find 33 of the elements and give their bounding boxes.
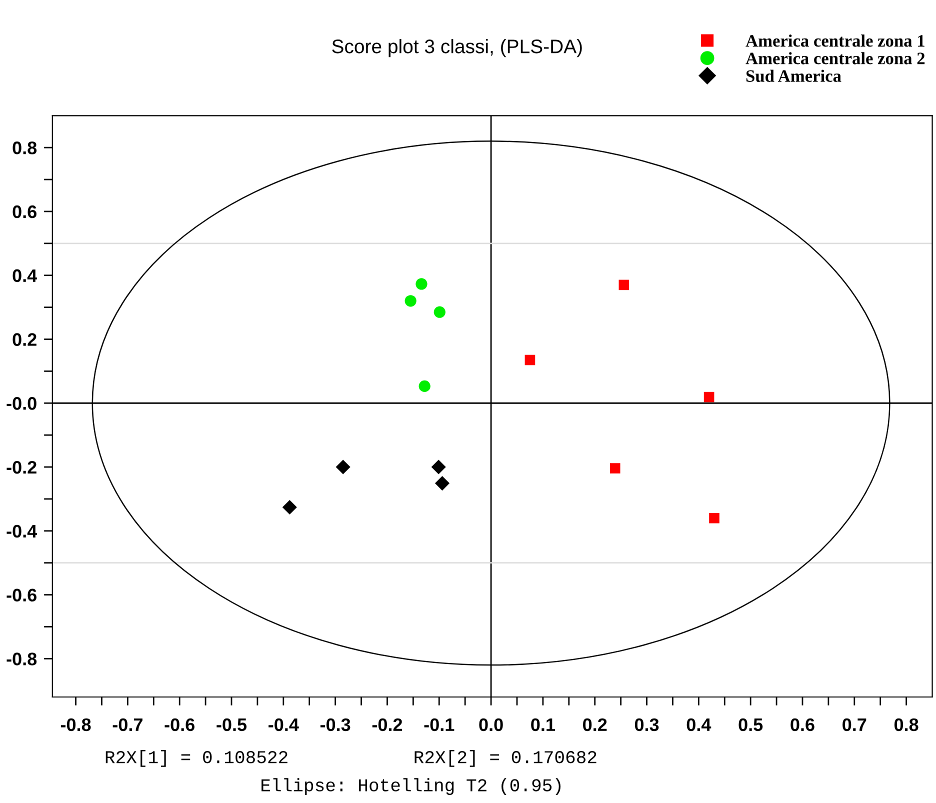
x-tick-label: -0.6 bbox=[164, 718, 194, 732]
x-tick-label: -0.5 bbox=[216, 718, 247, 732]
x-tick-label: 0.0 bbox=[479, 718, 503, 732]
x-tick-label: -0.4 bbox=[268, 718, 299, 732]
y-tick-label: -0.0 bbox=[6, 397, 36, 410]
x-tick-label: 0.6 bbox=[790, 718, 814, 732]
y-tick-label: -0.8 bbox=[6, 652, 37, 666]
legend-label: Sud America bbox=[746, 70, 842, 82]
y-tick-label: 0.6 bbox=[12, 205, 36, 218]
x-tick-label: -0.8 bbox=[60, 718, 91, 732]
x-tick-label: 0.2 bbox=[583, 718, 607, 732]
legend-label: America centrale zona 1 bbox=[746, 34, 924, 47]
x-tick-label: -0.2 bbox=[372, 718, 402, 732]
y-tick-label: 0.8 bbox=[12, 142, 37, 154]
text: R2X[2] = 0.170682 bbox=[414, 750, 596, 767]
y-tick-label: 0.4 bbox=[12, 269, 38, 282]
x-tick-label: 0.4 bbox=[686, 718, 712, 732]
text: R2X[1] = 0.108522 bbox=[106, 750, 288, 767]
text: Ellipse: Hotelling T2 (0.95) bbox=[262, 778, 560, 795]
x-tick-label: 0.5 bbox=[738, 718, 763, 732]
y-tick-label: -0.2 bbox=[6, 460, 36, 474]
x-tick-label: -0.7 bbox=[112, 718, 142, 732]
y-tick-label: -0.6 bbox=[6, 588, 36, 602]
y-tick-label: -0.4 bbox=[6, 524, 38, 538]
x-tick-label: -0.1 bbox=[424, 718, 454, 732]
y-tick-label: 0.2 bbox=[12, 333, 36, 346]
x-tick-label: 0.1 bbox=[531, 718, 555, 732]
x-tick-label: -0.3 bbox=[320, 718, 350, 732]
x-tick-label: 0.3 bbox=[634, 718, 659, 732]
x-tick-label: 0.8 bbox=[894, 718, 918, 732]
legend-label: America centrale zona 2 bbox=[746, 52, 925, 64]
x-tick-label: 0.7 bbox=[842, 718, 866, 732]
chart-title: Score plot 3 classi, (PLS-DA) bbox=[332, 39, 582, 58]
